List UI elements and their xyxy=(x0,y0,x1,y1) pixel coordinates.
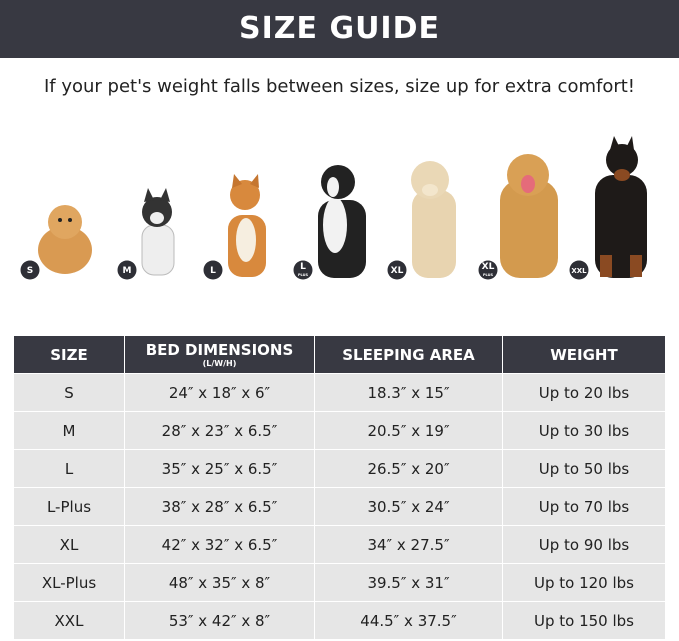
size-badge: S xyxy=(20,260,40,280)
table-cell: 42″ x 32″ x 6.5″ xyxy=(125,526,314,563)
column-title: SLEEPING AREA xyxy=(342,345,475,364)
badge-label: M xyxy=(123,266,132,276)
size-badge: M xyxy=(117,260,137,280)
dog-bulldog xyxy=(141,188,175,276)
table-cell: M xyxy=(14,412,124,449)
dog-labrador xyxy=(411,161,456,278)
dog-golden xyxy=(500,154,558,278)
table-cell: 20.5″ x 19″ xyxy=(315,412,502,449)
table-cell: L xyxy=(14,450,124,487)
badge-label: XXL xyxy=(571,267,587,275)
subtitle: If your pet's weight falls between sizes… xyxy=(43,76,636,97)
header-title: SIZE GUIDE xyxy=(0,0,679,58)
table-header-cell: SIZE xyxy=(14,336,124,373)
dog-doberman xyxy=(595,136,647,278)
badge-circle xyxy=(293,260,313,280)
size-badge: XXL xyxy=(569,260,589,280)
badge-circle xyxy=(20,260,40,280)
table-cell: Up to 70 lbs xyxy=(503,488,665,525)
table-cell: 34″ x 27.5″ xyxy=(315,526,502,563)
column-title: WEIGHT xyxy=(550,345,618,364)
table-cell: Up to 90 lbs xyxy=(503,526,665,563)
badge-circle xyxy=(117,260,137,280)
table-cell: 35″ x 25″ x 6.5″ xyxy=(125,450,314,487)
badge-circle xyxy=(478,260,498,280)
badge-circle xyxy=(203,260,223,280)
table-cell: 18.3″ x 15″ xyxy=(315,374,502,411)
table-cell: Up to 30 lbs xyxy=(503,412,665,449)
badge-label: XL xyxy=(482,262,495,272)
badge-sub: PLUS xyxy=(483,273,494,277)
table-cell: XL xyxy=(14,526,124,563)
table-cell: Up to 50 lbs xyxy=(503,450,665,487)
column-title: SIZE xyxy=(50,345,88,364)
badge-circle xyxy=(387,260,407,280)
table-cell: XL-Plus xyxy=(14,564,124,601)
badge-label: L xyxy=(210,266,216,276)
table-cell: 26.5″ x 20″ xyxy=(315,450,502,487)
dog-collie xyxy=(318,165,366,278)
table-cell: 38″ x 28″ x 6.5″ xyxy=(125,488,314,525)
table-cell: L-Plus xyxy=(14,488,124,525)
table-cell: 39.5″ x 31″ xyxy=(315,564,502,601)
dog-shiba xyxy=(228,174,266,277)
badge-circle xyxy=(569,260,589,280)
table-cell: 28″ x 23″ x 6.5″ xyxy=(125,412,314,449)
table-cell: XXL xyxy=(14,602,124,639)
size-badge: L xyxy=(203,260,223,280)
column-subtitle: (L/W/H) xyxy=(202,359,237,368)
table-cell: S xyxy=(14,374,124,411)
table-cell: 44.5″ x 37.5″ xyxy=(315,602,502,639)
dog-pomeranian xyxy=(38,205,92,274)
table-cell: 48″ x 35″ x 8″ xyxy=(125,564,314,601)
table-cell: 53″ x 42″ x 8″ xyxy=(125,602,314,639)
table-cell: 24″ x 18″ x 6″ xyxy=(125,374,314,411)
badge-label: S xyxy=(27,266,33,276)
size-badge: XL xyxy=(387,260,407,280)
table-header-cell: BED DIMENSIONS (L/W/H) xyxy=(125,336,314,373)
badge-label: XL xyxy=(391,266,404,276)
table-header-cell: WEIGHT xyxy=(503,336,665,373)
column-title: BED DIMENSIONS xyxy=(145,341,294,359)
table-cell: 30.5″ x 24″ xyxy=(315,488,502,525)
badge-label: L xyxy=(300,262,306,272)
table-cell: Up to 120 lbs xyxy=(503,564,665,601)
table-cell: Up to 20 lbs xyxy=(503,374,665,411)
table-header-cell: SLEEPING AREA xyxy=(315,336,502,373)
table-cell: Up to 150 lbs xyxy=(503,602,665,639)
badge-sub: PLUS xyxy=(298,273,309,277)
